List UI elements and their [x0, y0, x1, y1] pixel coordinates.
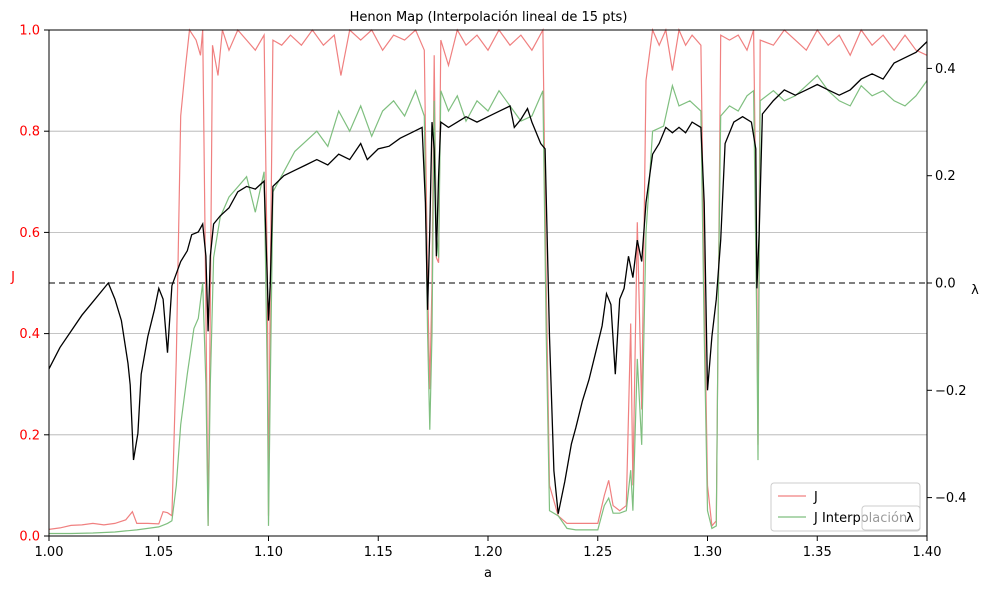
series-j-line	[48, 27, 928, 530]
x-axis-label: a	[484, 566, 492, 581]
legend-label-lambda: λ	[906, 511, 914, 526]
series-j-interpolacion-line	[49, 74, 928, 535]
y-right-axis-label: λ	[971, 283, 979, 298]
x-tick-label: 1.25	[583, 545, 612, 560]
x-tick-label: 1.40	[913, 545, 942, 560]
y-right-tick-label: 0.0	[935, 277, 956, 292]
y-left-tick-label: 0.0	[19, 530, 40, 545]
chart-title: Henon Map (Interpolación lineal de 15 pt…	[350, 10, 628, 25]
x-tick-label: 1.00	[35, 545, 64, 560]
x-tick-label: 1.05	[144, 545, 173, 560]
legend-label-j: J	[813, 490, 818, 505]
x-tick-label: 1.15	[364, 545, 393, 560]
y-left-tick-label: 0.6	[19, 226, 40, 241]
y-left-tick-label: 0.4	[19, 327, 40, 342]
y-left-axis-ticks: 0.0 0.2 0.4 0.6 0.8 1.0	[19, 24, 49, 545]
x-tick-label: 1.35	[803, 545, 832, 560]
y-right-tick-label: 0.2	[935, 169, 956, 184]
y-right-tick-label: −0.4	[935, 491, 967, 506]
y-right-axis-ticks: −0.4 −0.2 0.0 0.2 0.4	[927, 62, 967, 506]
x-axis-ticks: 1.00 1.05 1.10 1.15 1.20 1.25 1.30 1.35 1.40	[35, 536, 942, 560]
legend-lambda-box	[861, 505, 921, 531]
plot-series	[48, 27, 928, 535]
y-left-axis-label: J	[10, 270, 15, 285]
series-lambda-line	[48, 41, 928, 514]
x-tick-label: 1.30	[693, 545, 722, 560]
legend: J J Interpolación λ	[770, 482, 921, 532]
y-right-tick-label: 0.4	[935, 62, 956, 77]
y-left-tick-label: 0.8	[19, 125, 40, 140]
y-right-tick-label: −0.2	[935, 384, 967, 399]
horizontal-grid	[49, 130, 927, 436]
x-tick-label: 1.20	[474, 545, 503, 560]
y-left-tick-label: 1.0	[19, 24, 40, 39]
y-left-tick-label: 0.2	[19, 428, 40, 443]
x-tick-label: 1.10	[254, 545, 283, 560]
